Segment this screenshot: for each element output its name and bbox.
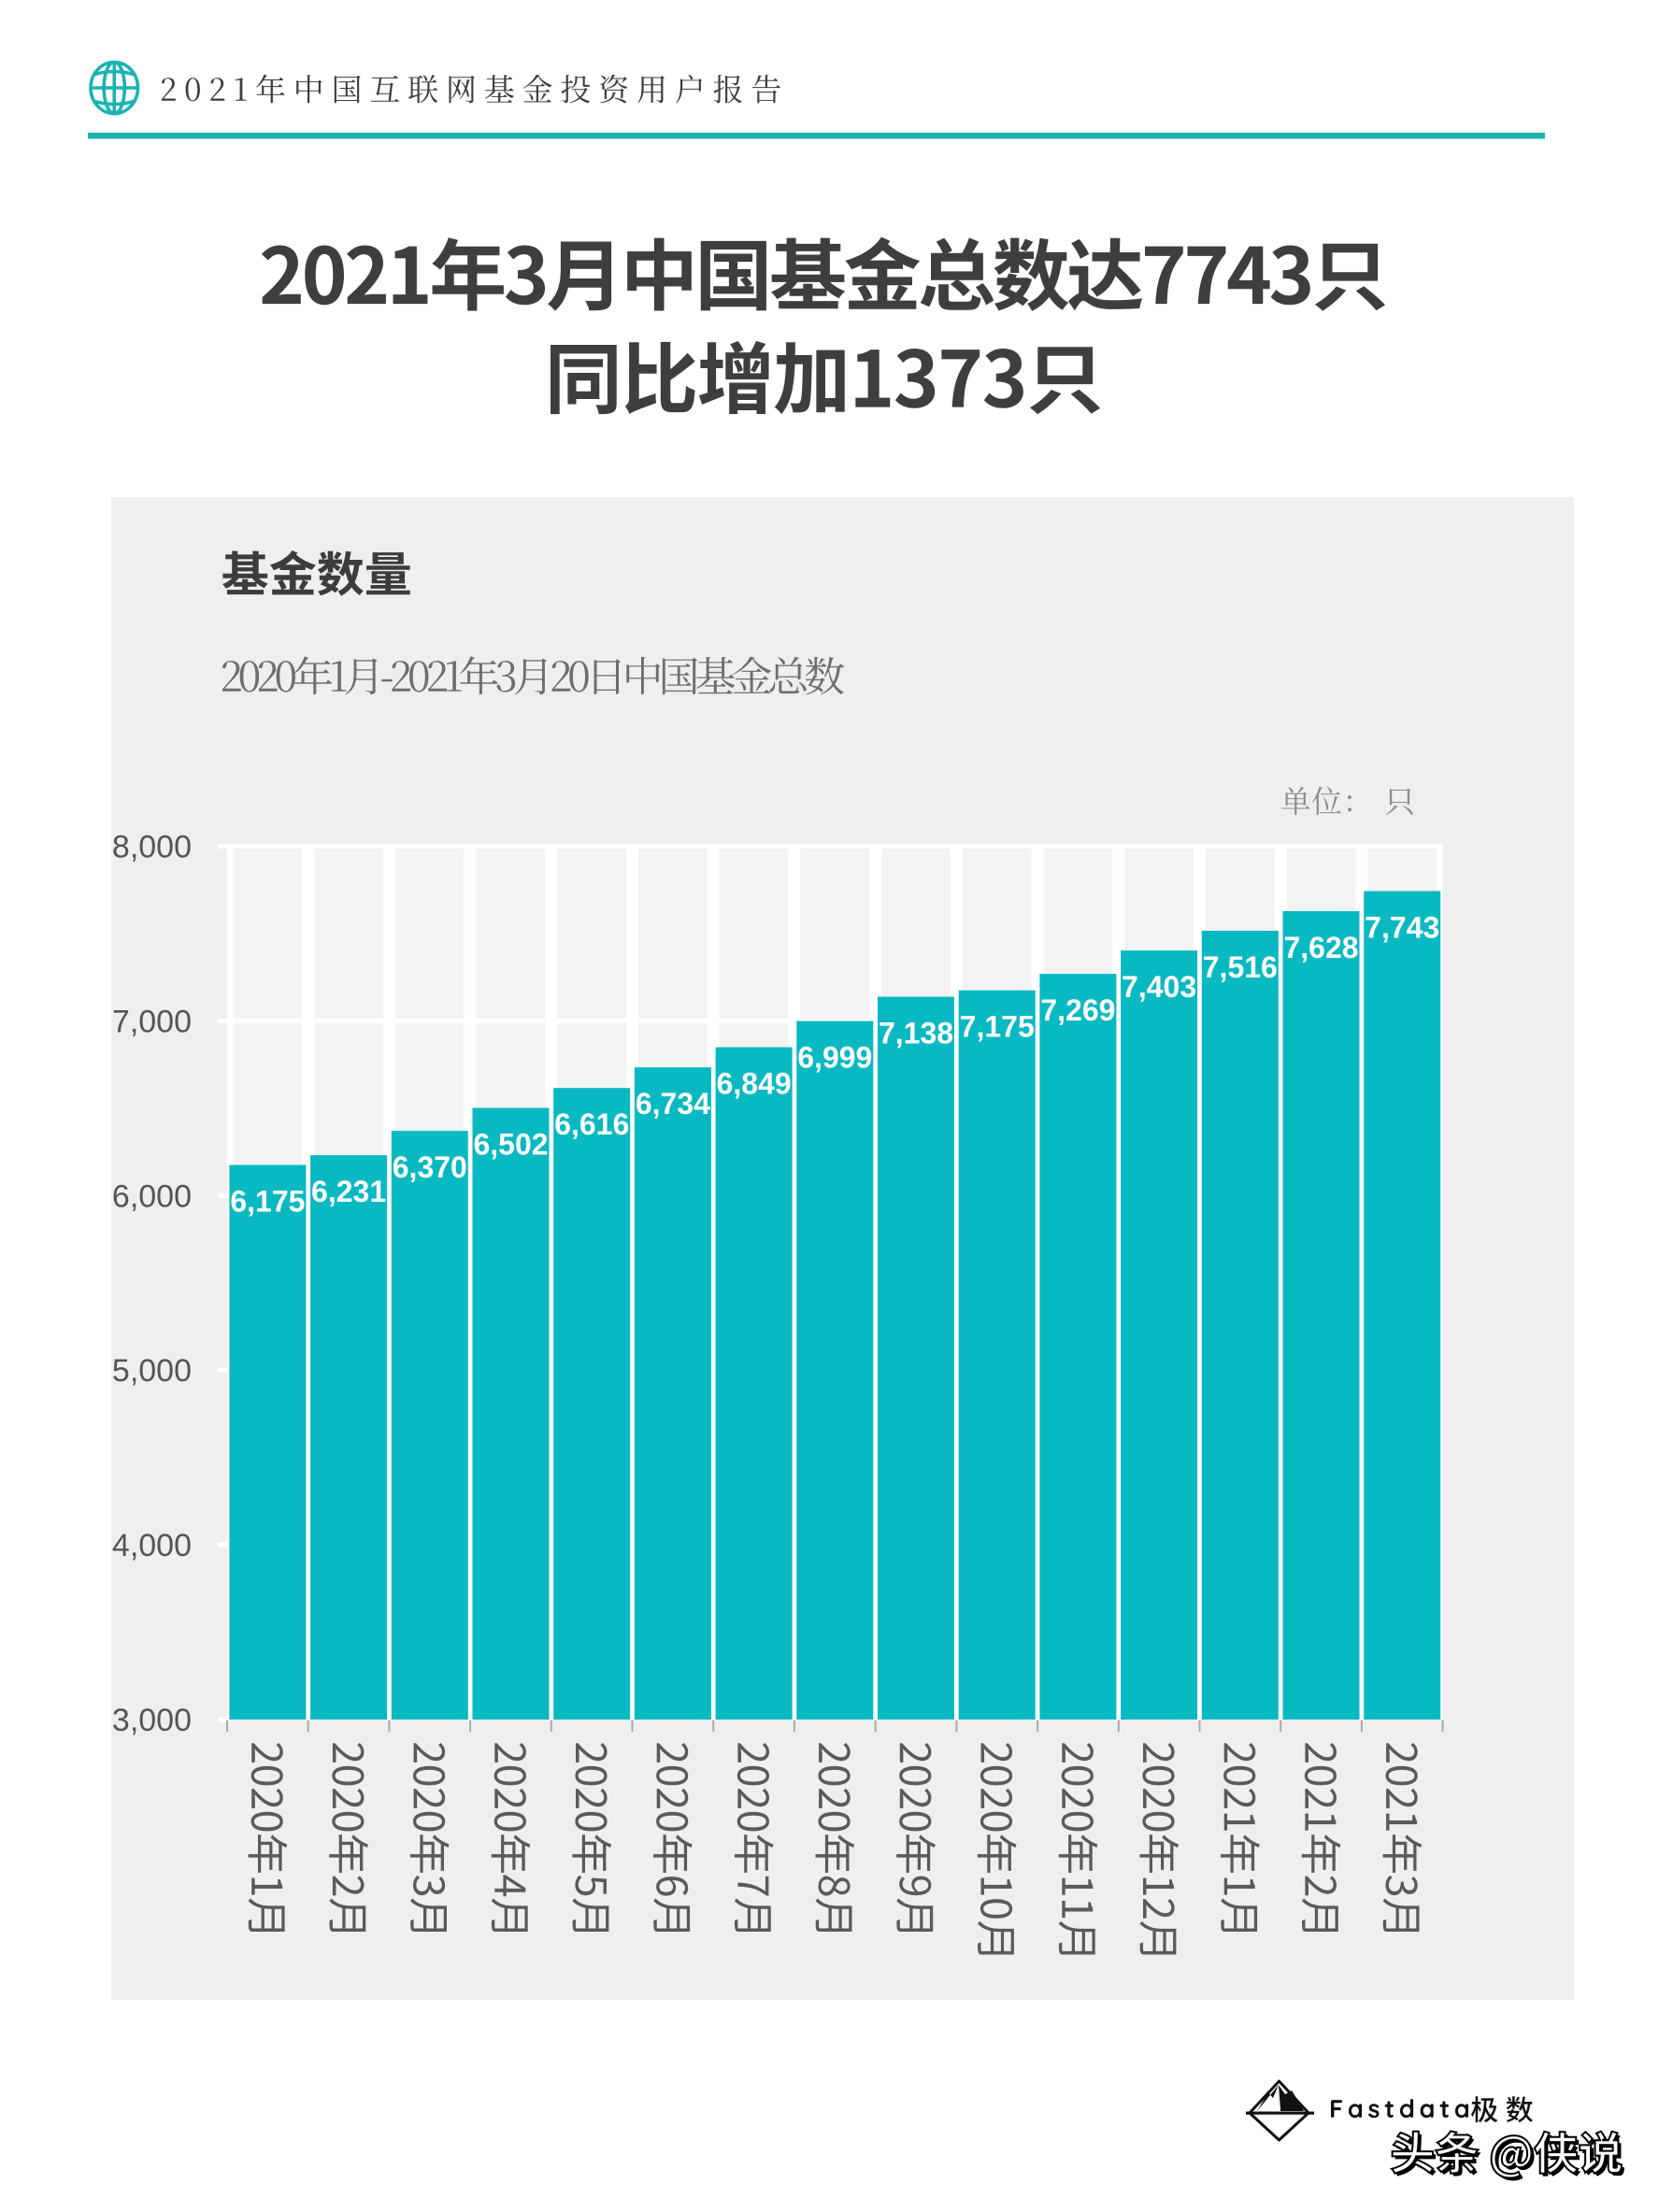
svg-text:7,000: 7,000: [112, 1004, 192, 1039]
svg-text:7,175: 7,175: [960, 1010, 1035, 1044]
svg-text:6,370: 6,370: [393, 1150, 467, 1184]
svg-text:7,138: 7,138: [879, 1017, 953, 1050]
svg-text:6,175: 6,175: [230, 1185, 305, 1219]
svg-text:7,516: 7,516: [1203, 950, 1278, 984]
svg-text:7,269: 7,269: [1040, 993, 1115, 1027]
svg-text:6,734: 6,734: [636, 1087, 710, 1120]
svg-text:6,616: 6,616: [554, 1107, 629, 1141]
svg-text:4,000: 4,000: [112, 1528, 192, 1563]
svg-text:6,000: 6,000: [112, 1178, 192, 1214]
svg-text:7,743: 7,743: [1365, 911, 1439, 945]
svg-text:6,231: 6,231: [311, 1175, 386, 1208]
svg-text:7,628: 7,628: [1283, 931, 1358, 964]
svg-text:5,000: 5,000: [112, 1353, 192, 1389]
svg-text:6,849: 6,849: [717, 1067, 792, 1101]
svg-text:7,403: 7,403: [1122, 970, 1196, 1004]
svg-text:8,000: 8,000: [112, 830, 192, 865]
svg-text:3,000: 3,000: [112, 1703, 192, 1738]
svg-text:6,502: 6,502: [473, 1128, 548, 1162]
svg-text:6,999: 6,999: [797, 1041, 872, 1075]
